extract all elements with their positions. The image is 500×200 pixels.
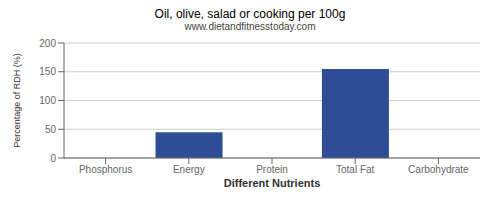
html-text:www.dietandfitnesstoday.com: www.dietandfitnesstoday.com	[184, 21, 316, 33]
html-text:Oil, olive, salad or cooking p: Oil, olive, salad or cooking per 100g	[154, 7, 346, 21]
svg-text:Percentage of RDH (%): Percentage of RDH (%)	[12, 53, 22, 148]
svg-text:Carbohydrate: Carbohydrate	[408, 164, 469, 175]
svg-text:Energy: Energy	[173, 164, 205, 175]
svg-text:200: 200	[39, 38, 56, 49]
svg-text:150: 150	[39, 66, 56, 77]
svg-text:Different Nutrients: Different Nutrients	[224, 177, 321, 189]
svg-text:100: 100	[39, 95, 56, 106]
svg-text:Total Fat: Total Fat	[336, 164, 375, 175]
svg-text:0: 0	[50, 153, 56, 164]
svg-text:Protein: Protein	[256, 164, 288, 175]
svg-text:Phosphorus: Phosphorus	[79, 164, 132, 175]
svg-text:50: 50	[45, 124, 57, 135]
